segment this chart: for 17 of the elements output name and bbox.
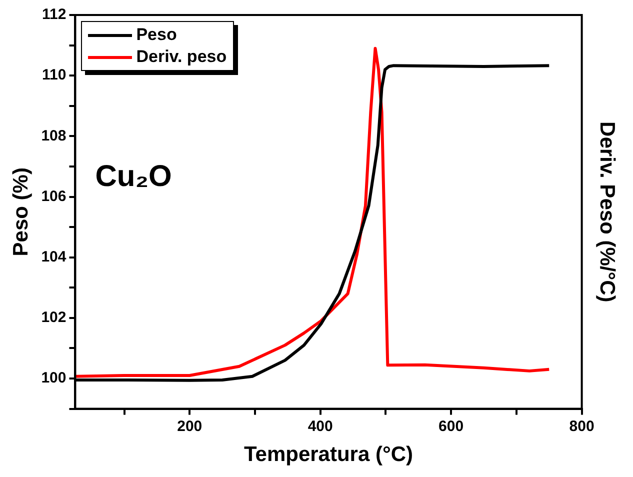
x-tick-label: 800 bbox=[569, 418, 594, 435]
legend-label: Peso bbox=[136, 25, 177, 45]
x-tick-label: 200 bbox=[177, 418, 202, 435]
y-tick-label: 102 bbox=[41, 309, 66, 326]
y-tick-label: 100 bbox=[41, 370, 66, 387]
y-tick-label: 112 bbox=[42, 6, 66, 24]
y2-axis-title: Deriv. Peso (%/°C) bbox=[596, 122, 619, 302]
y-axis-title: Peso (%) bbox=[9, 168, 32, 256]
y-tick-label: 108 bbox=[41, 127, 66, 144]
x-axis-title: Temperatura (°C) bbox=[244, 443, 414, 466]
legend-label: Deriv. peso bbox=[136, 47, 227, 67]
annotation: Cu₂O bbox=[95, 160, 172, 193]
y-tick-label: 106 bbox=[41, 188, 66, 205]
y-tick-label: 104 bbox=[41, 248, 67, 266]
x-tick-label: 600 bbox=[438, 418, 464, 435]
x-tick-label: 400 bbox=[308, 418, 333, 435]
y-tick-label: 110 bbox=[42, 66, 66, 84]
